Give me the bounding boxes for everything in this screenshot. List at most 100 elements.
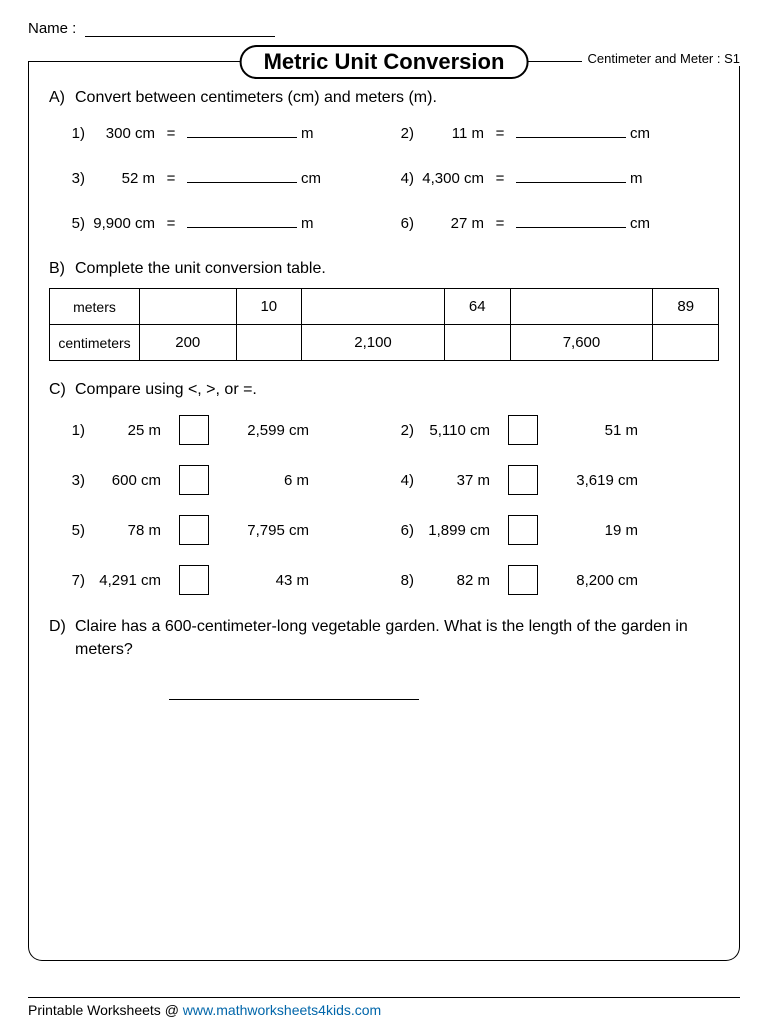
section-d-prompt: Claire has a 600-centimeter-long vegetab…	[75, 615, 719, 661]
footer-text: Printable Worksheets @	[28, 1002, 183, 1018]
compare-box[interactable]	[508, 515, 538, 545]
answer-blank[interactable]	[187, 182, 297, 183]
item-given: 27 m	[414, 215, 488, 232]
compare-left: 78 m	[85, 522, 169, 539]
equals-sign: =	[488, 215, 512, 232]
compare-item: 7)4,291 cm43 m	[61, 565, 390, 595]
table-cell[interactable]	[653, 325, 719, 361]
footer: Printable Worksheets @ www.mathworksheet…	[28, 997, 740, 1018]
name-label: Name :	[28, 20, 76, 37]
conversion-item: 2)11 m=cm	[390, 125, 719, 142]
compare-left: 5,110 cm	[414, 422, 498, 439]
answer-unit: m	[630, 170, 660, 187]
row-header-centimeters: centimeters	[50, 325, 140, 361]
compare-left: 37 m	[414, 472, 498, 489]
section-b-header: B) Complete the unit conversion table.	[49, 260, 719, 278]
item-number: 3)	[61, 472, 85, 489]
table-cell[interactable]	[510, 289, 653, 325]
item-number: 3)	[61, 170, 85, 187]
compare-right: 51 m	[548, 422, 638, 439]
table-cell[interactable]: 2,100	[302, 325, 445, 361]
compare-left: 25 m	[85, 422, 169, 439]
compare-left: 600 cm	[85, 472, 169, 489]
compare-right: 3,619 cm	[548, 472, 638, 489]
answer-blank[interactable]	[187, 137, 297, 138]
section-a-header: A) Convert between centimeters (cm) and …	[49, 89, 719, 107]
compare-item: 8)82 m8,200 cm	[390, 565, 719, 595]
table-cell[interactable]: 7,600	[510, 325, 653, 361]
section-a-prompt: Convert between centimeters (cm) and met…	[75, 89, 719, 107]
conversion-item: 1)300 cm=m	[61, 125, 390, 142]
section-c-row: 3)600 cm6 m4)37 m3,619 cm	[61, 465, 719, 495]
table-cell[interactable]: 10	[236, 289, 302, 325]
answer-blank[interactable]	[187, 227, 297, 228]
page-title: Metric Unit Conversion	[240, 45, 529, 79]
answer-unit: m	[301, 215, 331, 232]
item-number: 5)	[61, 522, 85, 539]
answer-blank[interactable]	[516, 227, 626, 228]
compare-item: 4)37 m3,619 cm	[390, 465, 719, 495]
item-given: 9,900 cm	[85, 215, 159, 232]
table-row: centimeters 200 2,100 7,600	[50, 325, 719, 361]
compare-right: 6 m	[219, 472, 309, 489]
section-d-header: D) Claire has a 600-centimeter-long vege…	[49, 615, 719, 661]
compare-box[interactable]	[179, 465, 209, 495]
conversion-item: 4)4,300 cm=m	[390, 170, 719, 187]
name-blank[interactable]	[85, 36, 275, 37]
answer-unit: cm	[630, 215, 660, 232]
table-cell[interactable]: 64	[444, 289, 510, 325]
section-c-label: C)	[49, 381, 75, 399]
answer-unit: cm	[630, 125, 660, 142]
compare-left: 82 m	[414, 572, 498, 589]
conversion-item: 5)9,900 cm=m	[61, 215, 390, 232]
section-a-row: 3)52 m=cm4)4,300 cm=m	[61, 170, 719, 187]
footer-rule	[28, 997, 740, 998]
item-number: 6)	[390, 215, 414, 232]
item-number: 6)	[390, 522, 414, 539]
answer-blank[interactable]	[516, 182, 626, 183]
section-c-row: 5)78 m7,795 cm6)1,899 cm19 m	[61, 515, 719, 545]
section-a-row: 5)9,900 cm=m6)27 m=cm	[61, 215, 719, 232]
conversion-table: meters 10 64 89 centimeters 200 2,100 7,…	[49, 288, 719, 361]
table-row: meters 10 64 89	[50, 289, 719, 325]
section-c-row: 1)25 m2,599 cm2)5,110 cm 51 m	[61, 415, 719, 445]
item-number: 2)	[390, 422, 414, 439]
section-b-prompt: Complete the unit conversion table.	[75, 260, 719, 278]
worksheet-frame: A) Convert between centimeters (cm) and …	[28, 61, 740, 961]
compare-left: 4,291 cm	[85, 572, 169, 589]
compare-box[interactable]	[508, 565, 538, 595]
table-cell[interactable]	[236, 325, 302, 361]
table-cell[interactable]: 89	[653, 289, 719, 325]
section-c-grid: 1)25 m2,599 cm2)5,110 cm 51 m 3)600 cm 6 m 4…	[61, 415, 719, 595]
section-d-label: D)	[49, 618, 75, 636]
compare-box[interactable]	[179, 565, 209, 595]
footer-link[interactable]: www.mathworksheets4kids.com	[183, 1002, 381, 1018]
item-given: 52 m	[85, 170, 159, 187]
compare-box[interactable]	[508, 415, 538, 445]
item-number: 1)	[61, 422, 85, 439]
equals-sign: =	[488, 170, 512, 187]
row-header-meters: meters	[50, 289, 140, 325]
compare-item: 2)5,110 cm 51 m	[390, 415, 719, 445]
equals-sign: =	[159, 215, 183, 232]
section-d-answer-blank[interactable]	[169, 699, 419, 700]
table-cell[interactable]	[444, 325, 510, 361]
item-number: 2)	[390, 125, 414, 142]
answer-unit: m	[301, 125, 331, 142]
equals-sign: =	[159, 170, 183, 187]
compare-box[interactable]	[179, 415, 209, 445]
compare-item: 1)25 m2,599 cm	[61, 415, 390, 445]
answer-blank[interactable]	[516, 137, 626, 138]
section-c-row: 7)4,291 cm43 m8)82 m8,200 cm	[61, 565, 719, 595]
table-cell[interactable]: 200	[140, 325, 237, 361]
compare-item: 5)78 m7,795 cm	[61, 515, 390, 545]
table-cell[interactable]	[140, 289, 237, 325]
compare-box[interactable]	[508, 465, 538, 495]
compare-box[interactable]	[179, 515, 209, 545]
compare-right: 8,200 cm	[548, 572, 638, 589]
section-a-row: 1)300 cm=m2)11 m=cm	[61, 125, 719, 142]
conversion-item: 6)27 m= cm	[390, 215, 719, 232]
item-number: 7)	[61, 572, 85, 589]
name-field: Name :	[28, 20, 740, 37]
table-cell[interactable]	[302, 289, 445, 325]
